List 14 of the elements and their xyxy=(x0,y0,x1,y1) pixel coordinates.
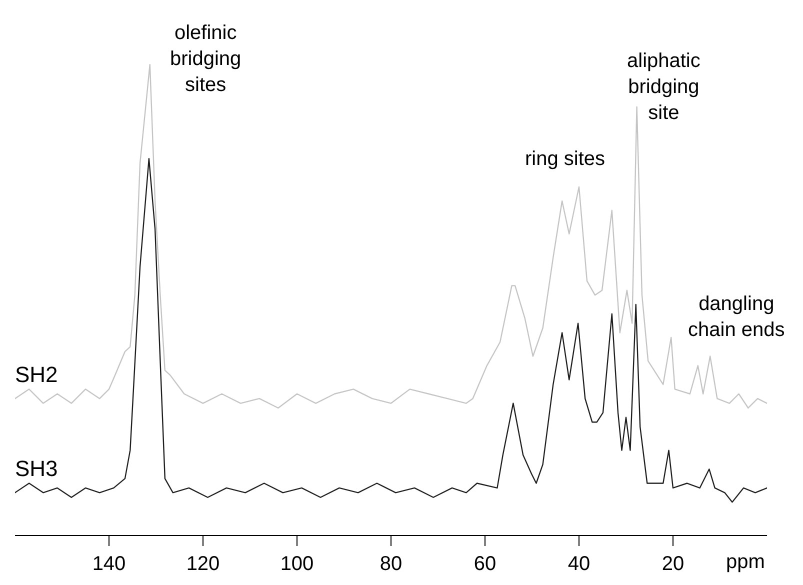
series-label: SH2 xyxy=(15,362,58,387)
x-tick-label: 20 xyxy=(662,553,684,575)
annotation: aliphatic bridging site xyxy=(627,50,700,124)
annotation: ring sites xyxy=(525,148,606,170)
annotation: olefinic bridging sites xyxy=(170,22,242,96)
annotation: dangling chain ends xyxy=(688,293,785,341)
x-tick-label: 60 xyxy=(474,553,496,575)
x-tick-label: 140 xyxy=(92,553,126,575)
x-tick-label: 100 xyxy=(280,553,314,575)
x-tick-label: 120 xyxy=(186,553,220,575)
series-label: SH3 xyxy=(15,456,58,481)
x-tick-label: 80 xyxy=(380,553,402,575)
x-tick-label: 40 xyxy=(568,553,590,575)
x-axis-title: ppm xyxy=(726,551,765,573)
